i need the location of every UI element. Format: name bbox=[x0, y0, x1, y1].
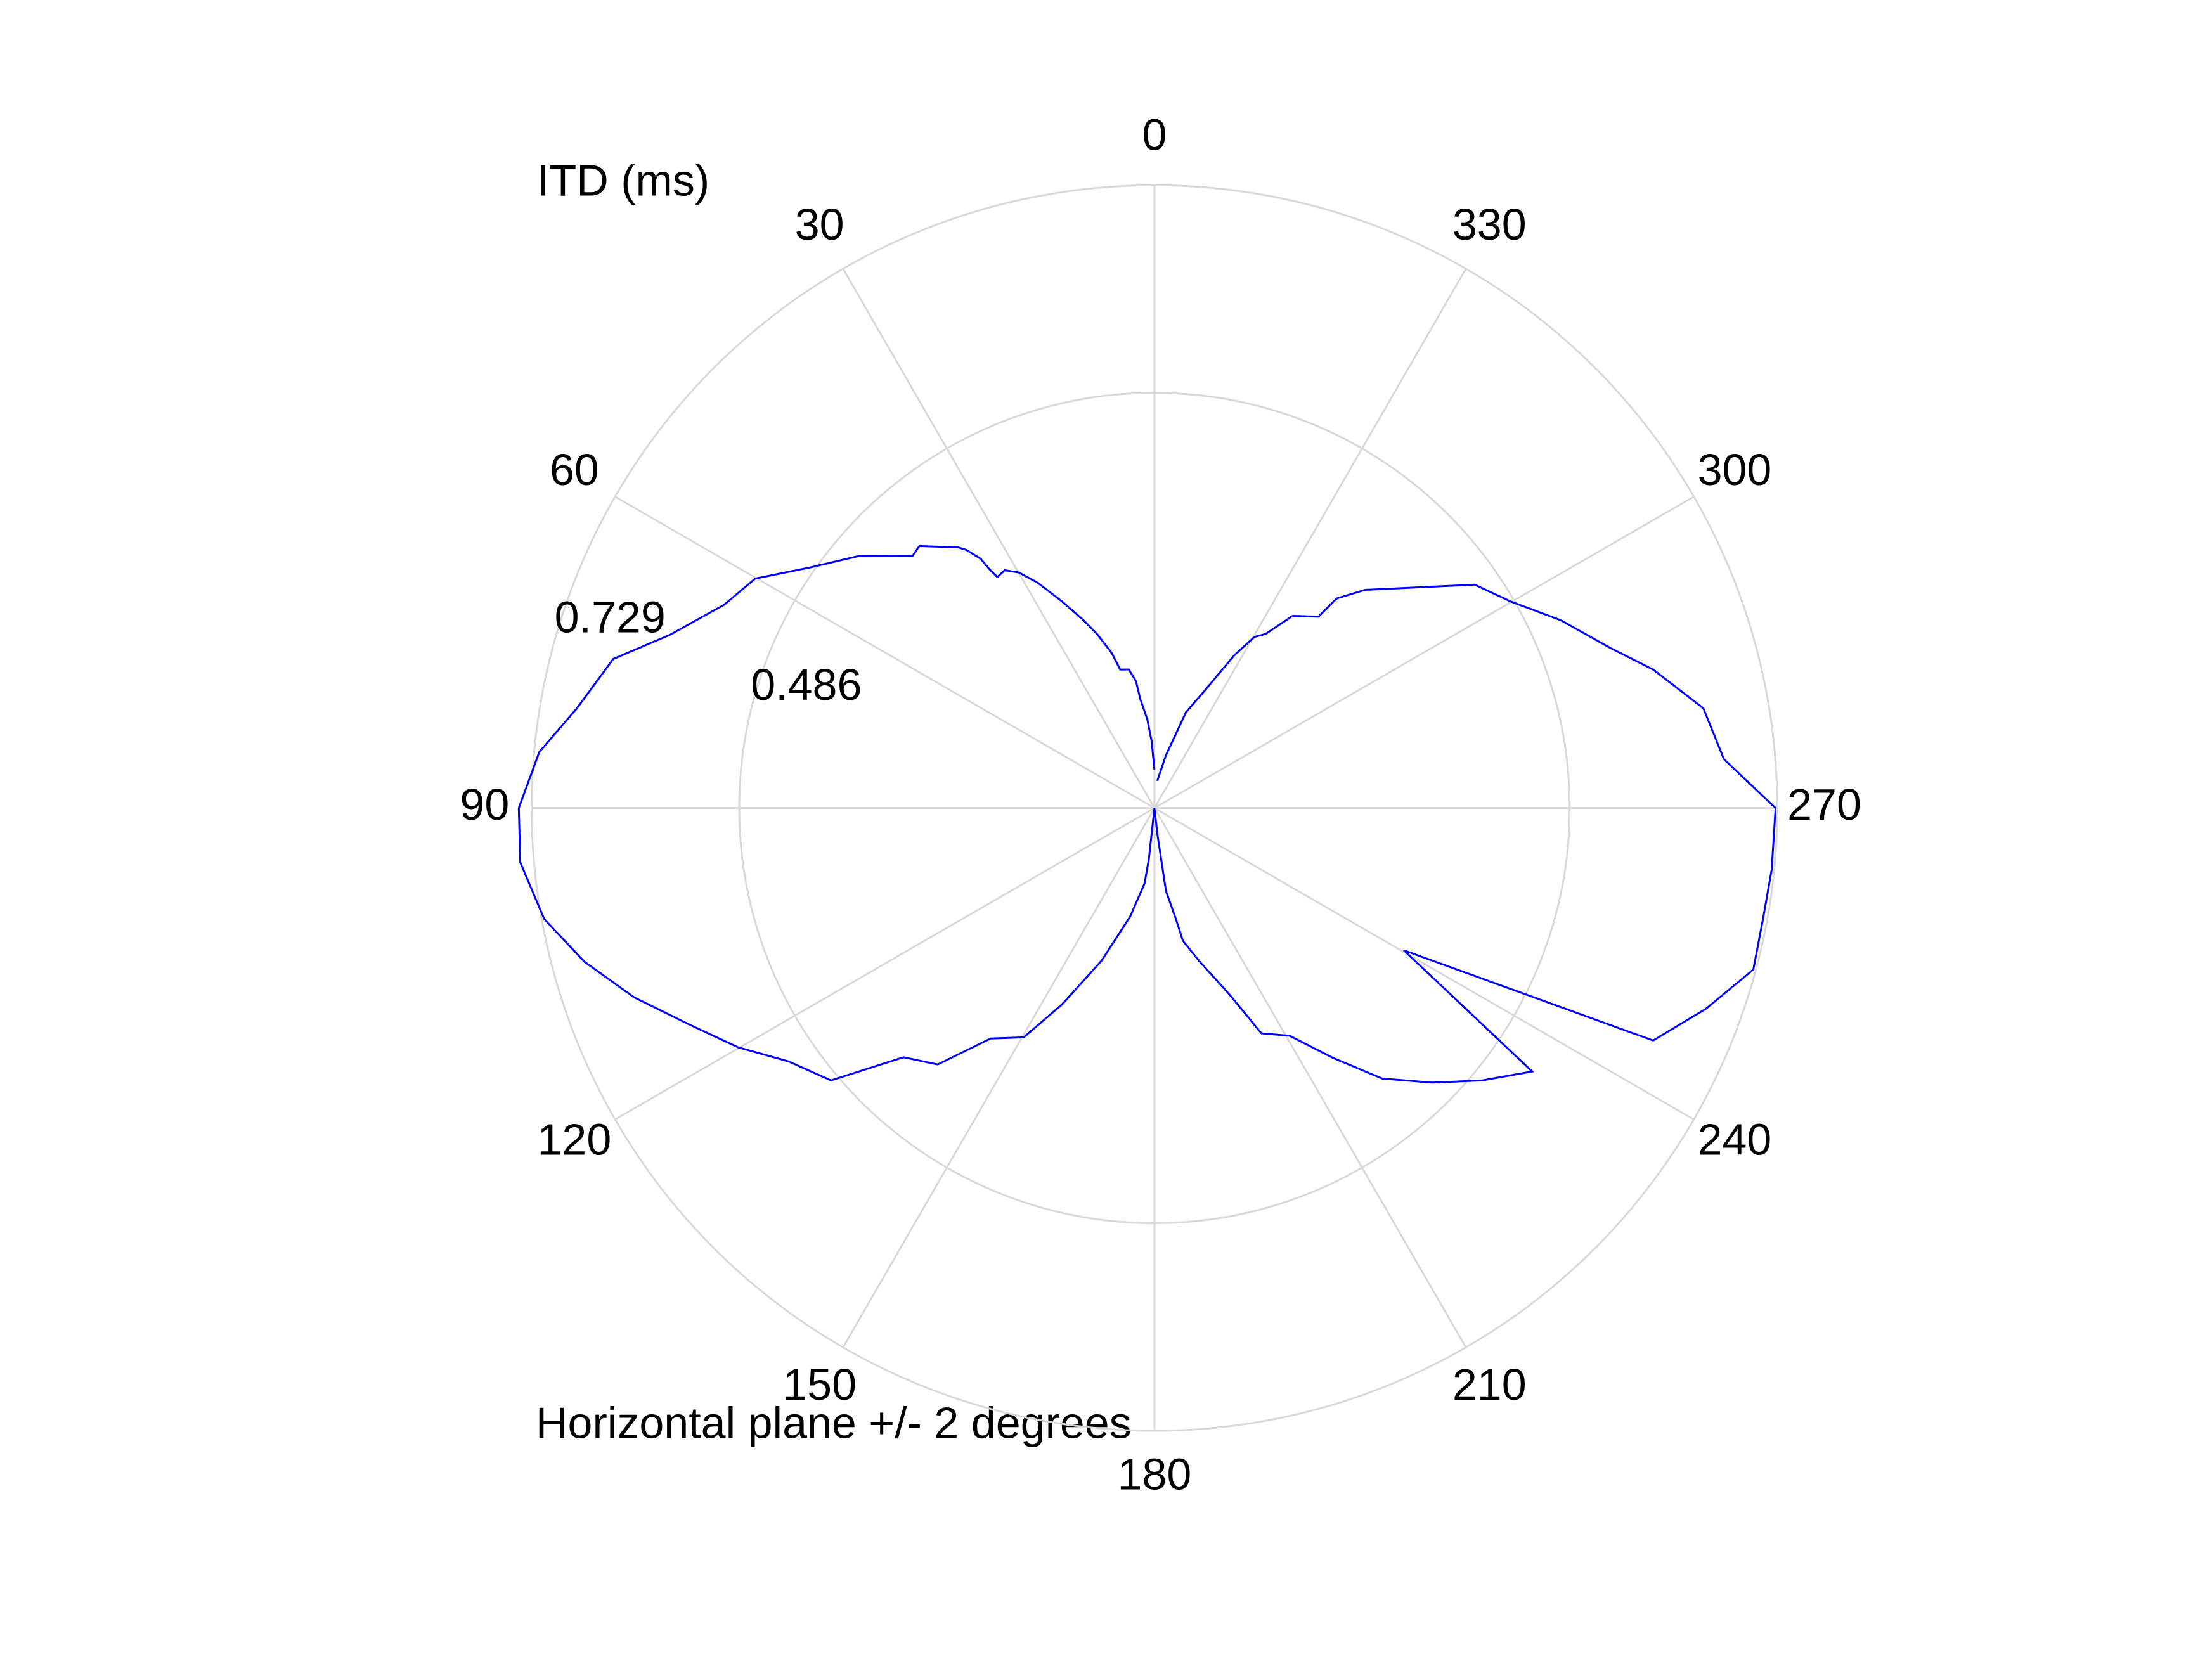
theta-tick-label: 150 bbox=[782, 1360, 857, 1409]
theta-tick-label: 300 bbox=[1698, 445, 1772, 494]
grid-spoke bbox=[842, 807, 1156, 1348]
r-tick-label: 0.729 bbox=[555, 592, 666, 642]
grid-spoke bbox=[614, 807, 1155, 1121]
grid-spoke bbox=[1153, 268, 1467, 809]
data-line bbox=[517, 545, 1777, 1084]
r-tick-label: 0.486 bbox=[751, 660, 862, 709]
grid-spoke bbox=[1154, 807, 1695, 1121]
theta-tick-label: 120 bbox=[538, 1114, 612, 1164]
chart-title: ITD (ms) bbox=[537, 155, 709, 205]
grid-spoke bbox=[614, 496, 1155, 809]
theta-tick-label: 90 bbox=[460, 780, 509, 829]
grid-spoke bbox=[1154, 496, 1695, 809]
grid-spoke bbox=[1153, 807, 1467, 1348]
theta-tick-label: 210 bbox=[1452, 1360, 1527, 1409]
theta-tick-label: 30 bbox=[795, 200, 844, 249]
theta-tick-label: 240 bbox=[1698, 1114, 1772, 1164]
theta-tick-label: 60 bbox=[550, 445, 599, 494]
theta-tick-label: 180 bbox=[1118, 1450, 1192, 1499]
plot-layer: 0 30 60 90 120 150 180 210 240 270 300 330 0.486 0.72… bbox=[460, 110, 1861, 1499]
x-axis-label: Horizontal plane +/- 2 degrees bbox=[536, 1398, 1132, 1447]
theta-tick-label: 330 bbox=[1452, 200, 1527, 249]
theta-tick-label: 0 bbox=[1142, 110, 1167, 160]
theta-tick-label: 270 bbox=[1787, 780, 1861, 829]
grid-spoke bbox=[842, 268, 1156, 809]
